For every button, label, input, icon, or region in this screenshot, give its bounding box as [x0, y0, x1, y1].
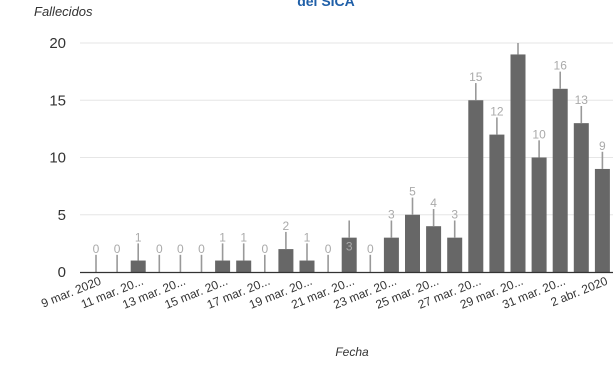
data-label: 9 [599, 139, 606, 153]
bar [468, 100, 484, 272]
data-label: 0 [177, 242, 184, 256]
bar [130, 260, 146, 272]
data-label: 16 [554, 59, 568, 73]
y-tick-labels: 0 5 10 15 20 [49, 35, 66, 281]
data-label: 15 [469, 70, 483, 84]
data-label: 3 [346, 240, 353, 254]
bar [489, 134, 505, 272]
bar [552, 88, 568, 272]
data-label: 13 [575, 93, 589, 107]
data-label: 0 [325, 242, 332, 256]
data-label: 0 [93, 242, 100, 256]
bar [447, 237, 463, 272]
data-label: 0 [367, 242, 374, 256]
data-label: 4 [430, 196, 437, 210]
data-label: 0 [198, 242, 205, 256]
bar [510, 54, 526, 273]
y-axis-label: Fallecidos [34, 4, 93, 19]
y-tick-label: 5 [58, 207, 66, 224]
bar [405, 214, 420, 272]
y-tick-label: 0 [58, 264, 66, 281]
bar [215, 260, 231, 272]
data-label: 12 [490, 104, 504, 118]
x-axis-label: Fecha [335, 345, 369, 359]
bar [236, 260, 252, 272]
bar [278, 249, 294, 272]
data-label: 2 [283, 219, 290, 233]
bar [531, 157, 547, 272]
bar [594, 168, 610, 272]
data-label: 3 [388, 207, 395, 221]
data-label: 1 [135, 230, 142, 244]
data-label: 1 [304, 230, 311, 244]
bar [426, 226, 442, 272]
data-label: 5 [409, 185, 416, 199]
data-label: 1 [219, 230, 226, 244]
data-label: 0 [156, 242, 163, 256]
y-tick-label: 15 [49, 92, 66, 109]
y-tick-label: 10 [49, 150, 66, 167]
bar [299, 260, 315, 272]
bar [383, 237, 399, 272]
bar [341, 237, 357, 272]
chart-title: del SICA [297, 0, 355, 9]
y-tick-label: 20 [49, 35, 66, 52]
data-label: 3 [451, 207, 458, 221]
data-label: 0 [261, 242, 268, 256]
data-label: 0 [114, 242, 121, 256]
data-label: 10 [532, 127, 546, 141]
data-label: 1 [240, 230, 247, 244]
bar [573, 123, 589, 273]
